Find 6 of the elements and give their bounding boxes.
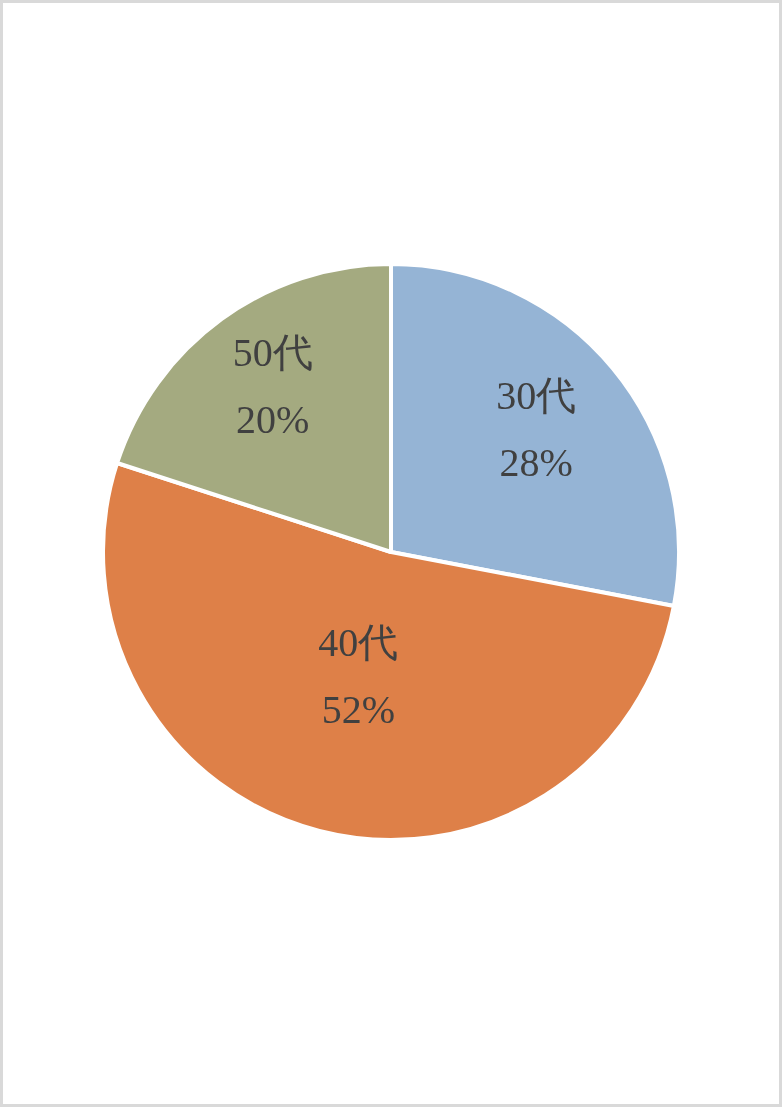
data-label: 20% [236,397,310,443]
data-label: 52% [321,687,395,733]
data-label: 28% [499,439,573,485]
slice-label: 40代 [318,620,399,666]
slice-label: 50代 [232,330,313,376]
slice-label: 30代 [496,372,577,418]
